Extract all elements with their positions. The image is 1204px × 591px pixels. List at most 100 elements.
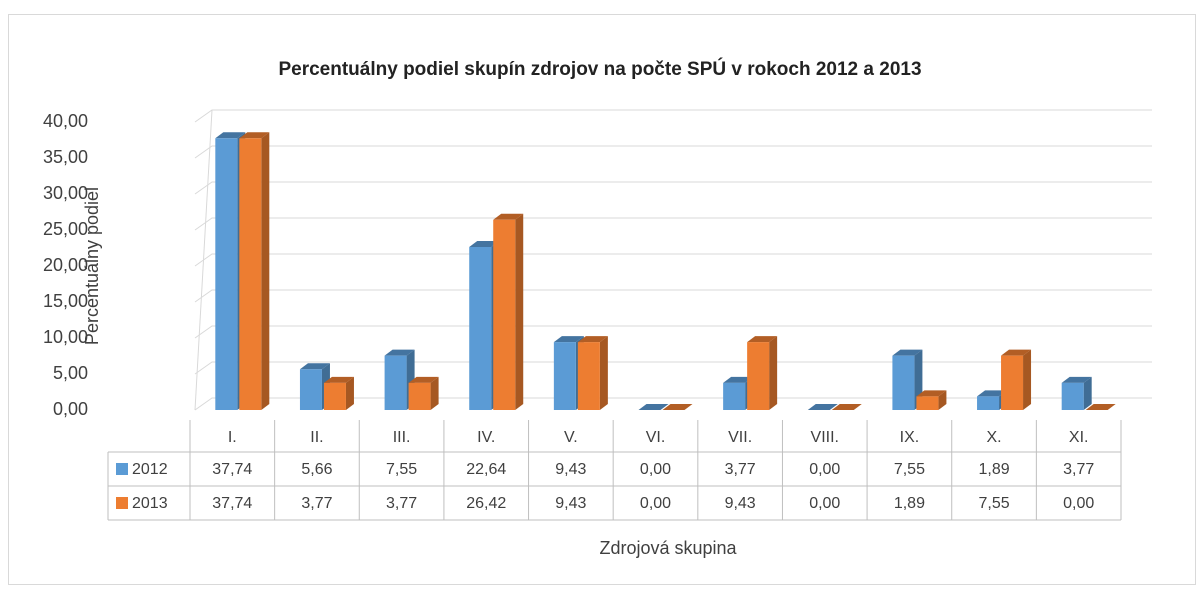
grid-line [194,397,1152,411]
bar-side [1023,349,1032,410]
grid-line [194,181,1152,195]
y-tick-label: 20,00 [43,255,88,275]
table-value: 3,77 [1063,461,1094,478]
table-value: 9,43 [555,461,586,478]
bar [577,342,600,410]
bar-side [430,376,439,410]
bar-top [553,336,584,343]
bar-top [916,390,947,397]
x-tick-label: I. [228,429,237,446]
grid-line [194,253,1152,267]
x-tick-label: II. [310,429,323,446]
bar-top [408,376,439,383]
grid-line [194,361,1152,375]
bar-top [977,390,1008,397]
x-tick-label: IX. [900,429,920,446]
table-value: 7,55 [978,495,1009,512]
legend-label: 2013 [132,495,168,512]
table-value: 3,77 [386,495,417,512]
table-value: 1,89 [978,461,1009,478]
table-value: 0,00 [640,461,671,478]
y-tick-label: 15,00 [43,291,88,311]
bar-side [938,390,947,410]
bar [323,382,346,410]
x-tick-label: III. [393,429,411,446]
y-tick-label: 0,00 [53,399,88,419]
bar [747,342,770,410]
table-value: 0,00 [809,461,840,478]
y-tick-label: 25,00 [43,219,88,239]
x-tick-label: V. [564,429,578,446]
bar [1061,382,1084,410]
bar-top [638,404,669,410]
bar-top [384,349,415,356]
bar-top [807,404,838,410]
bar [239,138,262,410]
y-tick-label: 35,00 [43,147,88,167]
bar-side [261,132,270,410]
table-value: 7,55 [386,461,417,478]
y-tick-label: 10,00 [43,327,88,347]
bar [384,355,407,410]
table-value: 5,66 [301,461,332,478]
y-tick-label: 5,00 [53,363,88,383]
bar-side [515,213,524,410]
chart-border [8,14,1196,585]
bar-top [1085,404,1116,410]
x-tick-label: X. [986,429,1001,446]
table-value: 0,00 [809,495,840,512]
table-value: 9,43 [725,495,756,512]
x-tick-label: XI. [1069,429,1089,446]
table-value: 0,00 [1063,495,1094,512]
bar-top [831,404,862,410]
bar-side [345,376,354,410]
table-value: 37,74 [212,495,252,512]
bar [916,396,939,410]
bar-top [892,349,923,356]
bar [493,219,516,410]
bar [977,396,1000,410]
bar-top [215,132,246,139]
bar-top [1001,349,1032,356]
bar-top [1061,376,1092,383]
bar-side [599,336,608,410]
chart-title: Percentuálny podiel skupín zdrojov na po… [278,58,921,80]
x-tick-label: IV. [477,429,495,446]
bar [215,138,238,410]
x-tick-label: VI. [646,429,666,446]
x-tick-label: VIII. [811,429,839,446]
y-axis-label: Percentuálny podiel [82,187,102,345]
bar-top [747,336,778,343]
grid-line [194,109,1152,123]
bar [723,382,746,410]
grid-line [194,145,1152,159]
bar-top [323,376,354,383]
bar [1001,355,1024,410]
bar [408,382,431,410]
y-tick-label: 30,00 [43,183,88,203]
bar-top [239,132,270,139]
bar-top [662,404,693,410]
grid-line [194,289,1152,303]
legend-swatch [116,497,128,509]
table-value: 37,74 [212,461,252,478]
bar-side [769,336,778,410]
grid-line [194,217,1152,231]
y-tick-label: 40,00 [43,111,88,131]
table-value: 0,00 [640,495,671,512]
bar-top [299,363,330,370]
bar-top [493,213,524,220]
table-value: 7,55 [894,461,925,478]
bar [299,369,322,410]
bar [892,355,915,410]
bar-top [469,240,500,247]
bar-side [1083,376,1092,410]
grid-line [194,325,1152,339]
bar-top [723,376,754,383]
x-axis-label: Zdrojová skupina [599,538,737,558]
table-value: 3,77 [301,495,332,512]
bar [553,342,576,410]
bar-top [577,336,608,343]
table-value: 9,43 [555,495,586,512]
